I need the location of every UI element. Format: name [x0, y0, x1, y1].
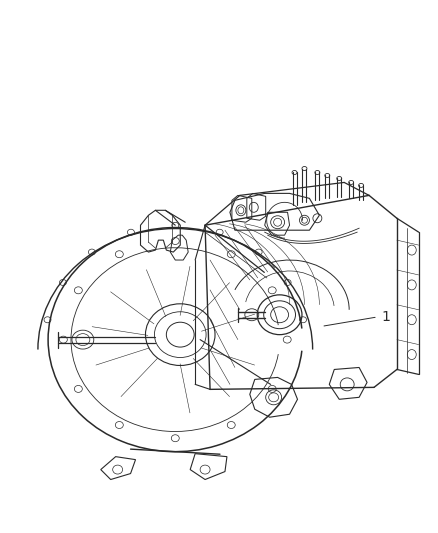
Text: 1: 1 — [381, 310, 390, 324]
